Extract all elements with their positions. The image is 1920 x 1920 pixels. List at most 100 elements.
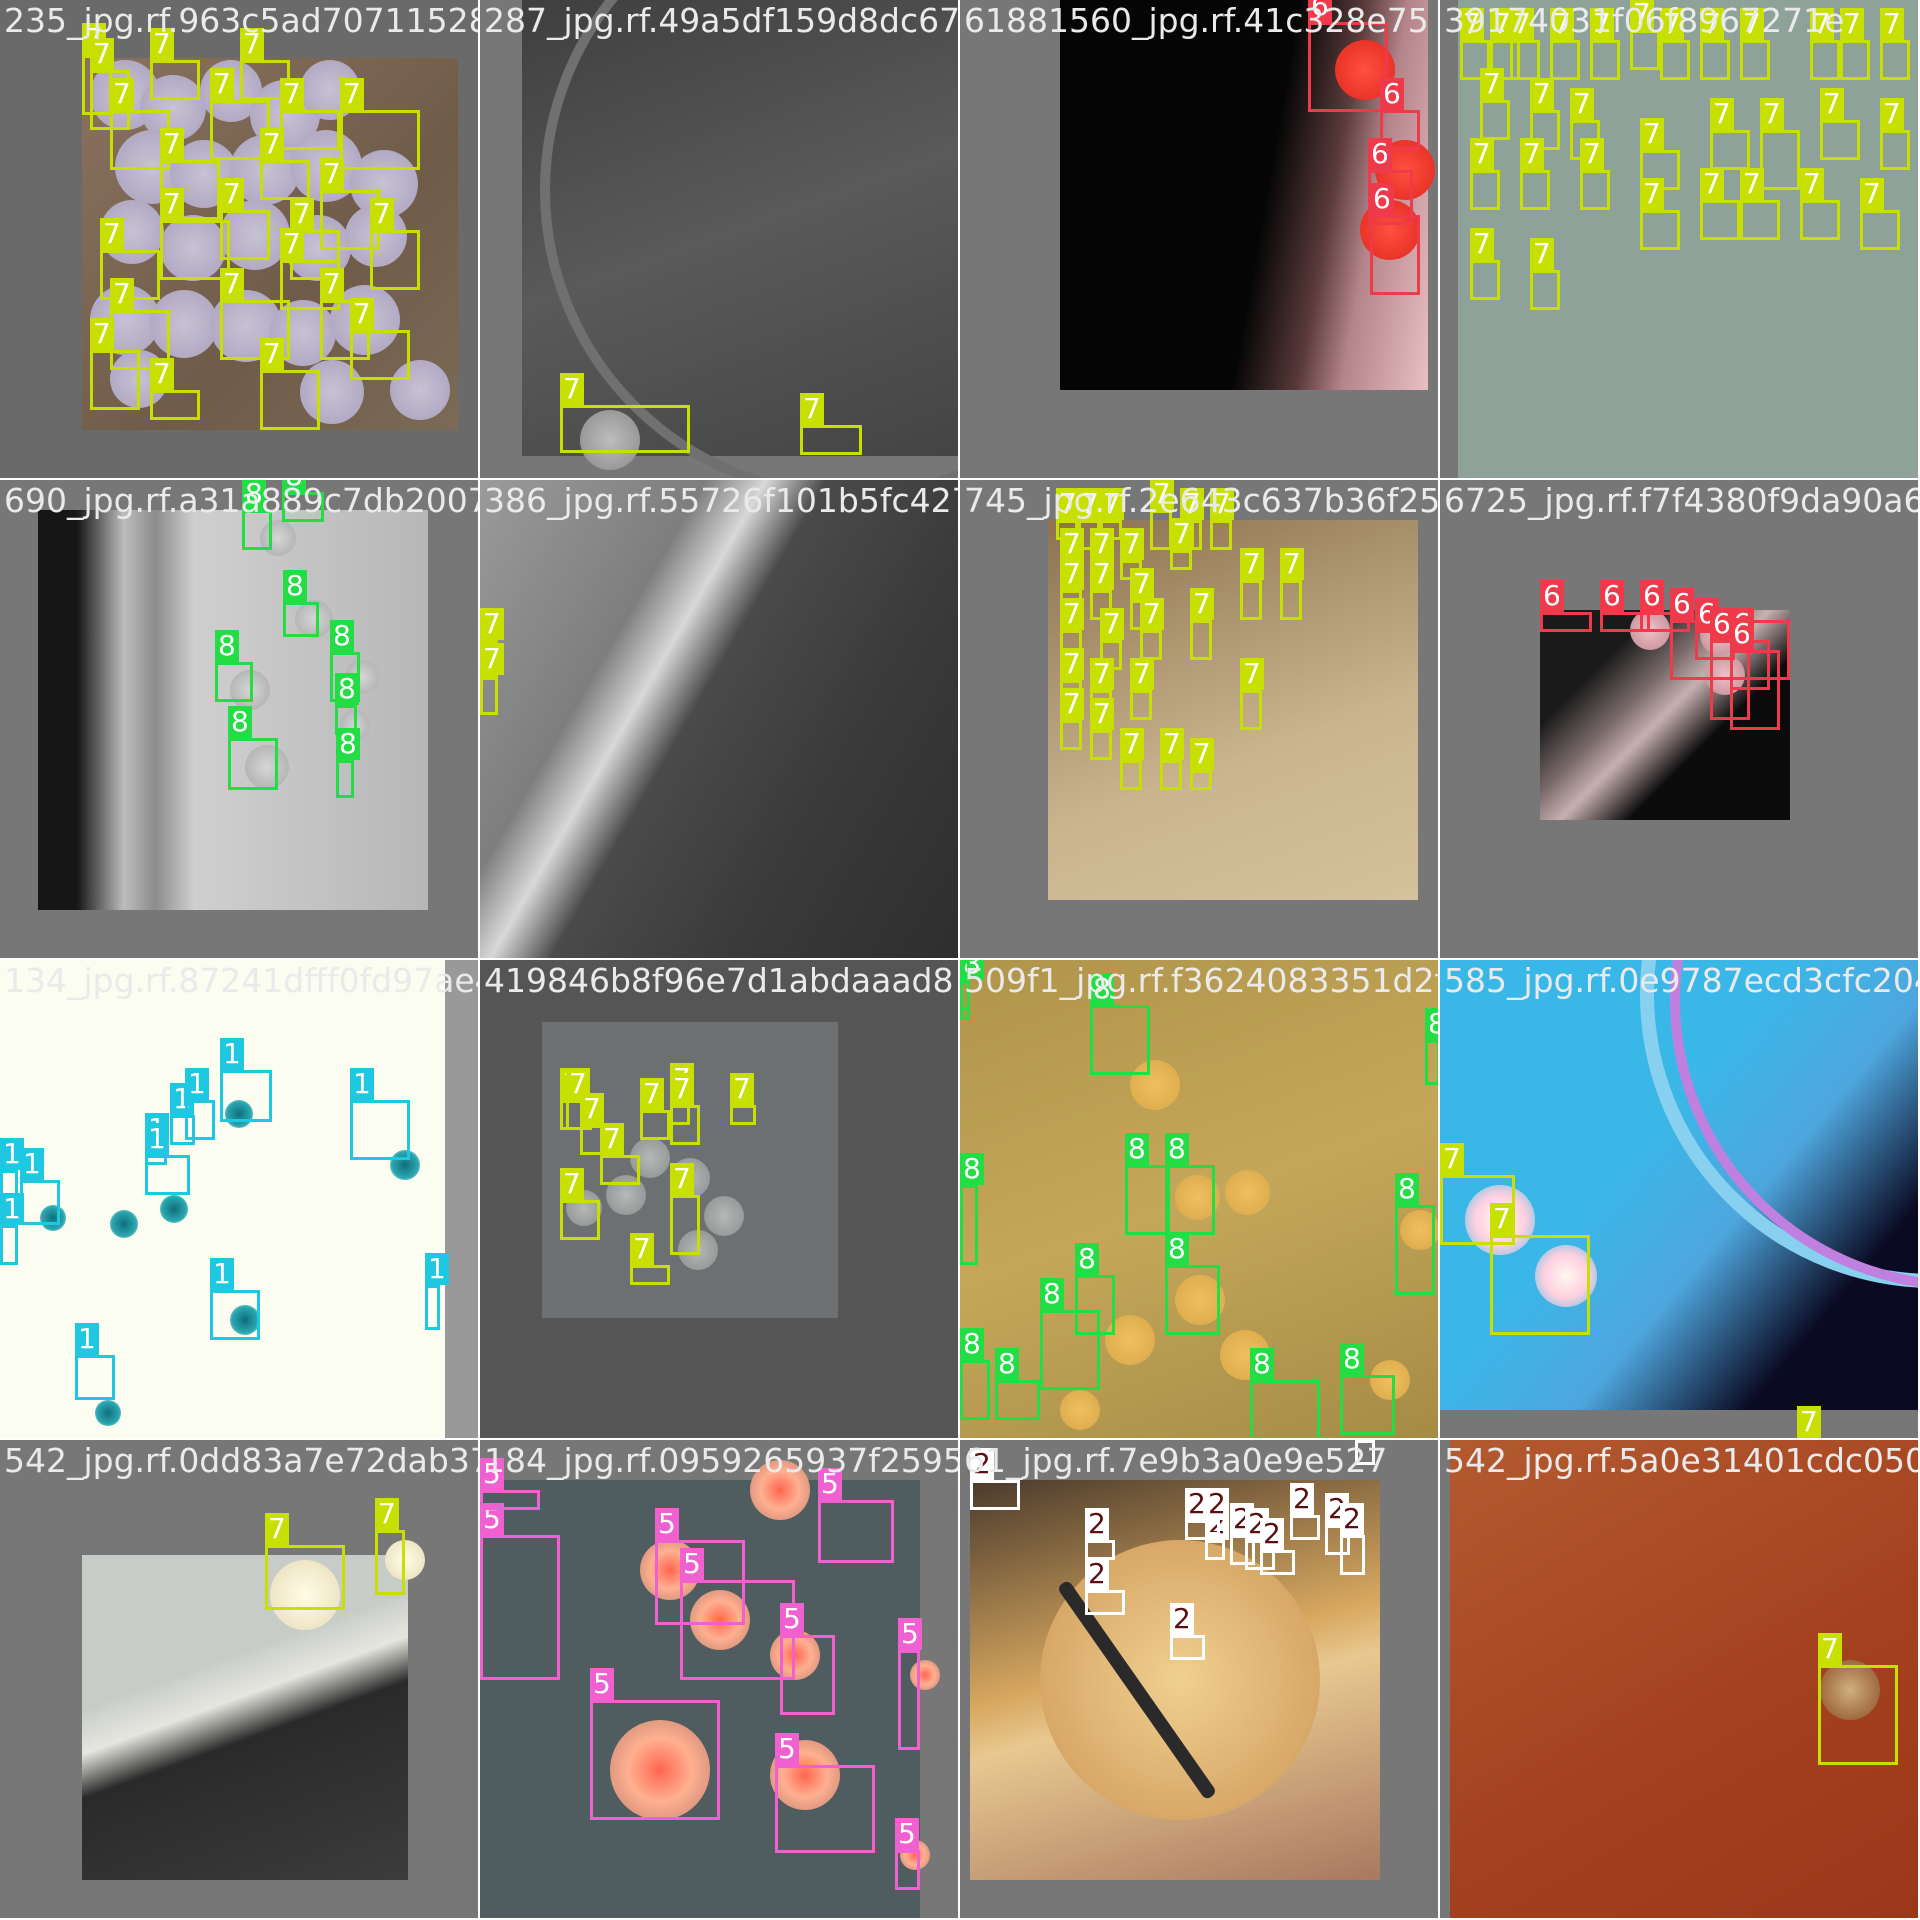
detection-box — [590, 1700, 720, 1820]
class-label: 7 — [1090, 528, 1114, 560]
colony — [580, 410, 640, 470]
class-label: 6 — [1380, 78, 1404, 110]
detection-box — [1240, 690, 1262, 730]
class-label: 7 — [1060, 688, 1084, 720]
class-label: 1 — [425, 1253, 449, 1285]
class-label: 7 — [320, 268, 344, 300]
detection-box — [1880, 130, 1910, 170]
detection-box — [90, 350, 140, 410]
detection-box — [1740, 200, 1780, 240]
colony — [40, 1205, 66, 1231]
class-label: 8 — [228, 706, 252, 738]
class-label: 2 — [1290, 1483, 1314, 1515]
detection-box — [1820, 120, 1860, 160]
detection-box — [340, 110, 420, 170]
class-label: 7 — [210, 68, 234, 100]
class-label: 7 — [1240, 658, 1264, 690]
detection-box — [1060, 720, 1082, 750]
detection-box — [1860, 210, 1900, 250]
class-label: 7 — [110, 278, 134, 310]
class-label: 7 — [1120, 728, 1144, 760]
class-label: 7 — [560, 373, 584, 405]
class-label: 7 — [670, 1163, 694, 1195]
class-label: 7 — [1700, 168, 1724, 200]
detection-box — [215, 662, 253, 702]
detection-box — [1085, 1590, 1125, 1615]
class-label: 5 — [775, 1733, 799, 1765]
class-label: 5 — [480, 1458, 504, 1490]
detection-box — [1425, 1040, 1438, 1085]
class-label: 7 — [1520, 138, 1544, 170]
detection-box — [1040, 1310, 1100, 1390]
class-label: 7 — [1490, 1203, 1514, 1235]
class-label: 8 — [1040, 1278, 1064, 1310]
colony — [95, 1400, 121, 1426]
class-label: 7 — [1810, 8, 1834, 40]
detection-box — [1640, 210, 1680, 250]
class-label: 7 — [1590, 8, 1614, 40]
detection-box — [210, 1290, 260, 1340]
class-label: 7 — [375, 1498, 399, 1530]
mosaic-tile: 6 6 6 6 61881560_jpg.rf.41c328e75 — [960, 0, 1438, 478]
class-label: 8 — [1075, 1243, 1099, 1275]
colony — [910, 1660, 940, 1690]
colony — [610, 1720, 710, 1820]
class-label: 7 — [1060, 528, 1084, 560]
class-label: 5 — [818, 1468, 842, 1500]
tile-filename: 6725_jpg.rf.f7f4380f9da90a64ec — [1444, 481, 1918, 520]
class-label: 5 — [655, 1508, 679, 1540]
mosaic-tile: 7 7 7 585_jpg.rf.0e9787ecd3cfc204 — [1440, 960, 1918, 1438]
class-label: 7 — [640, 1078, 664, 1110]
detection-box — [1520, 170, 1550, 210]
tile-filename: 542_jpg.rf.0dd83a7e72dab3718 — [4, 1441, 478, 1480]
detection-box — [800, 425, 862, 455]
class-label: 7 — [1580, 138, 1604, 170]
class-label: 1 — [145, 1123, 169, 1155]
class-label: 7 — [1440, 1143, 1464, 1175]
class-label: 7 — [1840, 8, 1864, 40]
class-label: 7 — [160, 128, 184, 160]
class-label: 8 — [1165, 1133, 1189, 1165]
colony — [690, 1590, 750, 1650]
detection-box — [640, 1110, 670, 1140]
class-label: 7 — [1160, 728, 1184, 760]
class-label: 7 — [280, 78, 304, 110]
class-label: 7 — [1710, 98, 1734, 130]
class-label: 8 — [215, 630, 239, 662]
detection-box — [730, 1105, 756, 1125]
petri-dish-rim — [540, 0, 958, 478]
detection-box — [1250, 1380, 1320, 1438]
detection-box — [1480, 100, 1510, 140]
class-label: 7 — [1640, 178, 1664, 210]
detection-box — [1290, 1515, 1320, 1540]
detection-box — [150, 60, 200, 100]
detection-box — [960, 960, 970, 1010]
detection-box — [1340, 1375, 1395, 1435]
class-label: 8 — [1340, 1343, 1364, 1375]
detection-box — [1150, 510, 1172, 550]
class-label: 7 — [150, 28, 174, 60]
class-label: 8 — [1425, 1008, 1438, 1040]
class-label: 8 — [1125, 1133, 1149, 1165]
detection-box — [630, 1265, 670, 1285]
class-label: 6 — [1640, 580, 1664, 612]
colony — [1370, 1360, 1410, 1400]
detection-box — [1340, 1535, 1365, 1575]
detection-box — [1380, 110, 1420, 150]
detection-box — [1700, 200, 1740, 240]
class-label: 1 — [20, 1148, 44, 1180]
class-label: 6 — [1670, 588, 1694, 620]
class-label: 7 — [160, 188, 184, 220]
class-label: 7 — [1130, 658, 1154, 690]
detection-box — [1170, 550, 1192, 570]
detection-box — [1530, 270, 1560, 310]
class-label: 8 — [335, 673, 359, 705]
colony — [1225, 1170, 1270, 1215]
class-label: 7 — [1090, 558, 1114, 590]
detection-box — [75, 1355, 115, 1400]
class-label: 7 — [1060, 558, 1084, 590]
colony — [704, 1196, 744, 1236]
class-label: 7 — [1100, 488, 1124, 520]
colony — [750, 1460, 810, 1520]
colony — [160, 1195, 188, 1223]
